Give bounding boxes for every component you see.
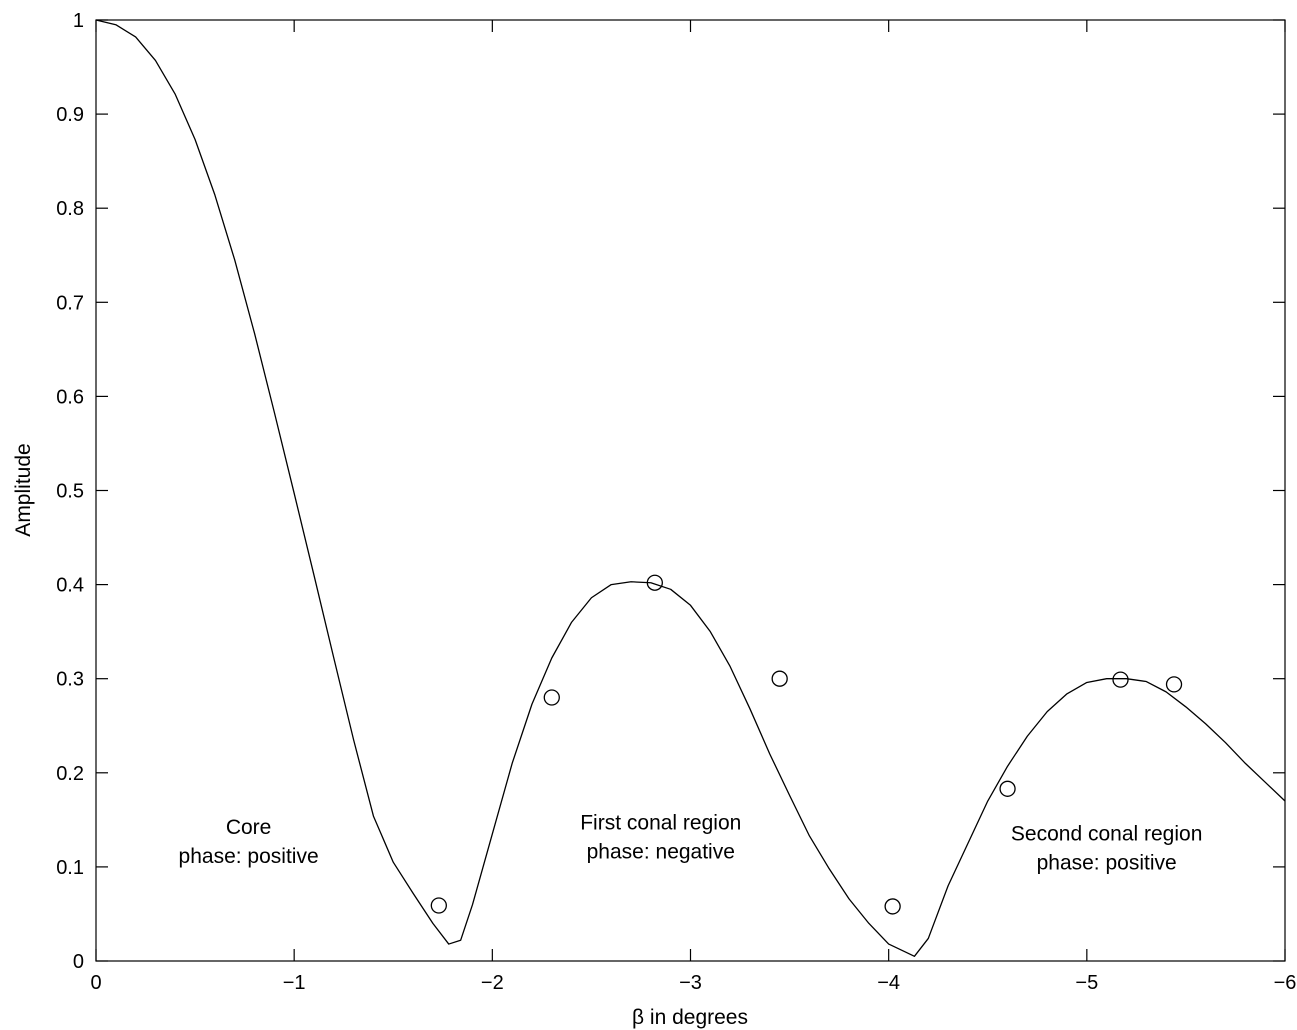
x-axis-label: β in degrees bbox=[632, 1006, 748, 1029]
data-point-marker bbox=[884, 898, 901, 915]
annotation-2: First conal region phase: negative bbox=[580, 811, 741, 863]
annotation-line: First conal region bbox=[580, 811, 741, 834]
y-tick-label: 0.7 bbox=[56, 292, 84, 314]
x-tick-label: −5 bbox=[1075, 972, 1098, 994]
data-point-marker bbox=[646, 574, 663, 591]
y-tick-label: 0.9 bbox=[56, 104, 84, 126]
y-tick-label: 0.4 bbox=[56, 575, 84, 597]
x-tick-label: −1 bbox=[283, 972, 306, 994]
y-tick-label: 0.8 bbox=[56, 198, 84, 220]
annotation-line: phase: negative bbox=[587, 840, 735, 863]
annotation-layer: Core phase: positive First conal region pha… bbox=[179, 811, 1203, 874]
annotation-line: Core bbox=[226, 816, 272, 839]
annotation-1: Core phase: positive bbox=[179, 816, 319, 868]
data-point-marker bbox=[543, 689, 560, 706]
axis-ticks bbox=[95, 19, 1286, 962]
y-tick-label: 0.6 bbox=[56, 386, 84, 408]
y-tick-label: 0.5 bbox=[56, 481, 84, 503]
amplitude-curve bbox=[95, 19, 1286, 957]
series-layer bbox=[95, 19, 1286, 957]
x-tick-label: −4 bbox=[877, 972, 900, 994]
x-tick-label: −2 bbox=[481, 972, 504, 994]
annotation-line: phase: positive bbox=[179, 845, 319, 868]
tick-labels: 0 −1 −2 −3 −4 −5 −6 0 0.1 0.2 0.3 0.4 0.5 0.6 0.7 0.8 0.… bbox=[56, 10, 1296, 994]
data-point-marker bbox=[1165, 676, 1183, 693]
data-point-marker bbox=[771, 670, 788, 687]
x-tick-label: −3 bbox=[679, 972, 702, 994]
data-point-marker bbox=[999, 780, 1016, 797]
data-point-marker bbox=[430, 897, 447, 914]
x-tick-label: −6 bbox=[1274, 972, 1297, 994]
y-tick-label: 0.1 bbox=[56, 857, 84, 879]
annotation-line: phase: positive bbox=[1037, 852, 1177, 875]
x-tick-label: 0 bbox=[90, 972, 101, 994]
y-tick-label: 0 bbox=[73, 951, 84, 973]
y-tick-label: 0.3 bbox=[56, 669, 84, 691]
data-point-marker bbox=[1112, 671, 1129, 688]
annotation-3: Second conal region phase: positive bbox=[1011, 823, 1202, 875]
y-tick-label: 1 bbox=[73, 10, 84, 32]
annotation-line: Second conal region bbox=[1011, 823, 1202, 846]
y-axis-label: Amplitude bbox=[12, 443, 35, 536]
y-tick-label: 0.2 bbox=[56, 763, 84, 785]
